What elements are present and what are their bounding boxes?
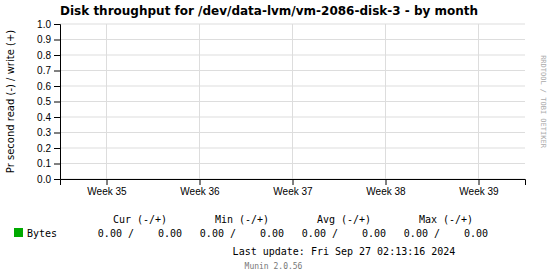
tick-label: Week 35 (87, 186, 127, 197)
tick: 0.2 (37, 143, 60, 154)
last-update: Last update: Fri Sep 27 02:13:16 2024 (233, 246, 456, 257)
tick-label: 0.2 (37, 143, 51, 154)
tick: 0.3 (37, 127, 60, 138)
tick: Week 36 (180, 179, 220, 197)
tick-mark (200, 179, 201, 185)
stat-label: Cur (-/+) (113, 214, 167, 225)
tick-label: 0.5 (37, 96, 51, 107)
grid-line-x (292, 24, 293, 179)
y-axis: 0.0 0.1 0.2 0.3 0.4 0.5 0.6 0.7 0.8 0.9 1.0 (37, 19, 60, 185)
chart: 0.0 0.1 0.2 0.3 0.4 0.5 0.6 0.7 0.8 0.9 1.0 Week 35… (0, 0, 547, 275)
tick: 0.6 (37, 81, 60, 92)
stat-value: 0.00 / 0.00 (98, 228, 182, 239)
stat-value: 0.00 / 0.00 (302, 228, 386, 239)
tick-label: Week 39 (459, 186, 499, 197)
tick-mark (54, 148, 60, 149)
tick: 0.0 (37, 174, 60, 185)
tick-mark (293, 179, 294, 185)
tick: Week 38 (366, 179, 406, 197)
tick-label: 0.0 (37, 174, 51, 185)
grid-line-x (106, 24, 107, 179)
stat-label: Avg (-/+) (317, 214, 371, 225)
tick-label: Week 38 (366, 186, 406, 197)
tick-mark (54, 71, 60, 72)
title: Disk throughput for /dev/data-lvm/vm-208… (60, 4, 478, 18)
tick-label: 0.3 (37, 127, 51, 138)
y-axis-label: Pr second read (-) / write (+) (5, 30, 16, 173)
tick-mark (386, 179, 387, 185)
plot: 0.0 0.1 0.2 0.3 0.4 0.5 0.6 0.7 0.8 0.9 1.0 Week 35… (37, 19, 525, 197)
tick-mark (54, 24, 60, 25)
tick: 0.4 (37, 112, 60, 123)
tick-mark (54, 40, 60, 41)
tick-label: 1.0 (37, 19, 51, 30)
tick-label: Week 37 (273, 186, 313, 197)
tick-mark (54, 102, 60, 103)
grid-line-x (478, 24, 479, 179)
tick: Week 35 (87, 179, 127, 197)
legend-label: Bytes (27, 228, 57, 239)
grid-line-x (199, 24, 200, 179)
tick-label: Week 36 (180, 186, 220, 197)
tick: 1.0 (37, 19, 60, 30)
tick: 0.1 (37, 158, 60, 169)
tick: Week 37 (273, 179, 313, 197)
stat-label: Max (-/+) (419, 214, 473, 225)
legend-swatch (14, 228, 23, 237)
stat-value: 0.00 / 0.00 (404, 228, 488, 239)
axis-domain (54, 25, 61, 180)
tick-label: 0.8 (37, 50, 51, 61)
footer: Munin 2.0.56 (245, 262, 303, 271)
tick-label: 0.4 (37, 112, 51, 123)
tick-mark (54, 164, 60, 165)
tick-mark (54, 179, 60, 180)
stat-value: 0.00 / 0.00 (200, 228, 284, 239)
tick: 0.8 (37, 50, 60, 61)
tick-mark (479, 179, 480, 185)
stat-label: Min (-/+) (215, 214, 269, 225)
tick-mark (54, 86, 60, 87)
tick-mark (54, 55, 60, 56)
tick: Week 39 (459, 179, 499, 197)
tick-label: 0.6 (37, 81, 51, 92)
tick-label: 0.1 (37, 158, 51, 169)
legend: Bytes (14, 228, 57, 239)
x-axis: Week 35 Week 36 Week 37 Week 38 Week 39 (61, 179, 526, 197)
tick-label: 0.7 (37, 65, 51, 76)
tick: 0.7 (37, 65, 60, 76)
tick-mark (54, 117, 60, 118)
grid-line-x (385, 24, 386, 179)
grid (60, 24, 525, 179)
tick-mark (54, 133, 60, 134)
axis-domain (61, 180, 526, 186)
tick-label: 0.9 (37, 34, 51, 45)
tick: 0.5 (37, 96, 60, 107)
watermark: RRDTOOL / TOBI OETIKER (539, 55, 547, 149)
tick: 0.9 (37, 34, 60, 45)
tick-mark (107, 179, 108, 185)
